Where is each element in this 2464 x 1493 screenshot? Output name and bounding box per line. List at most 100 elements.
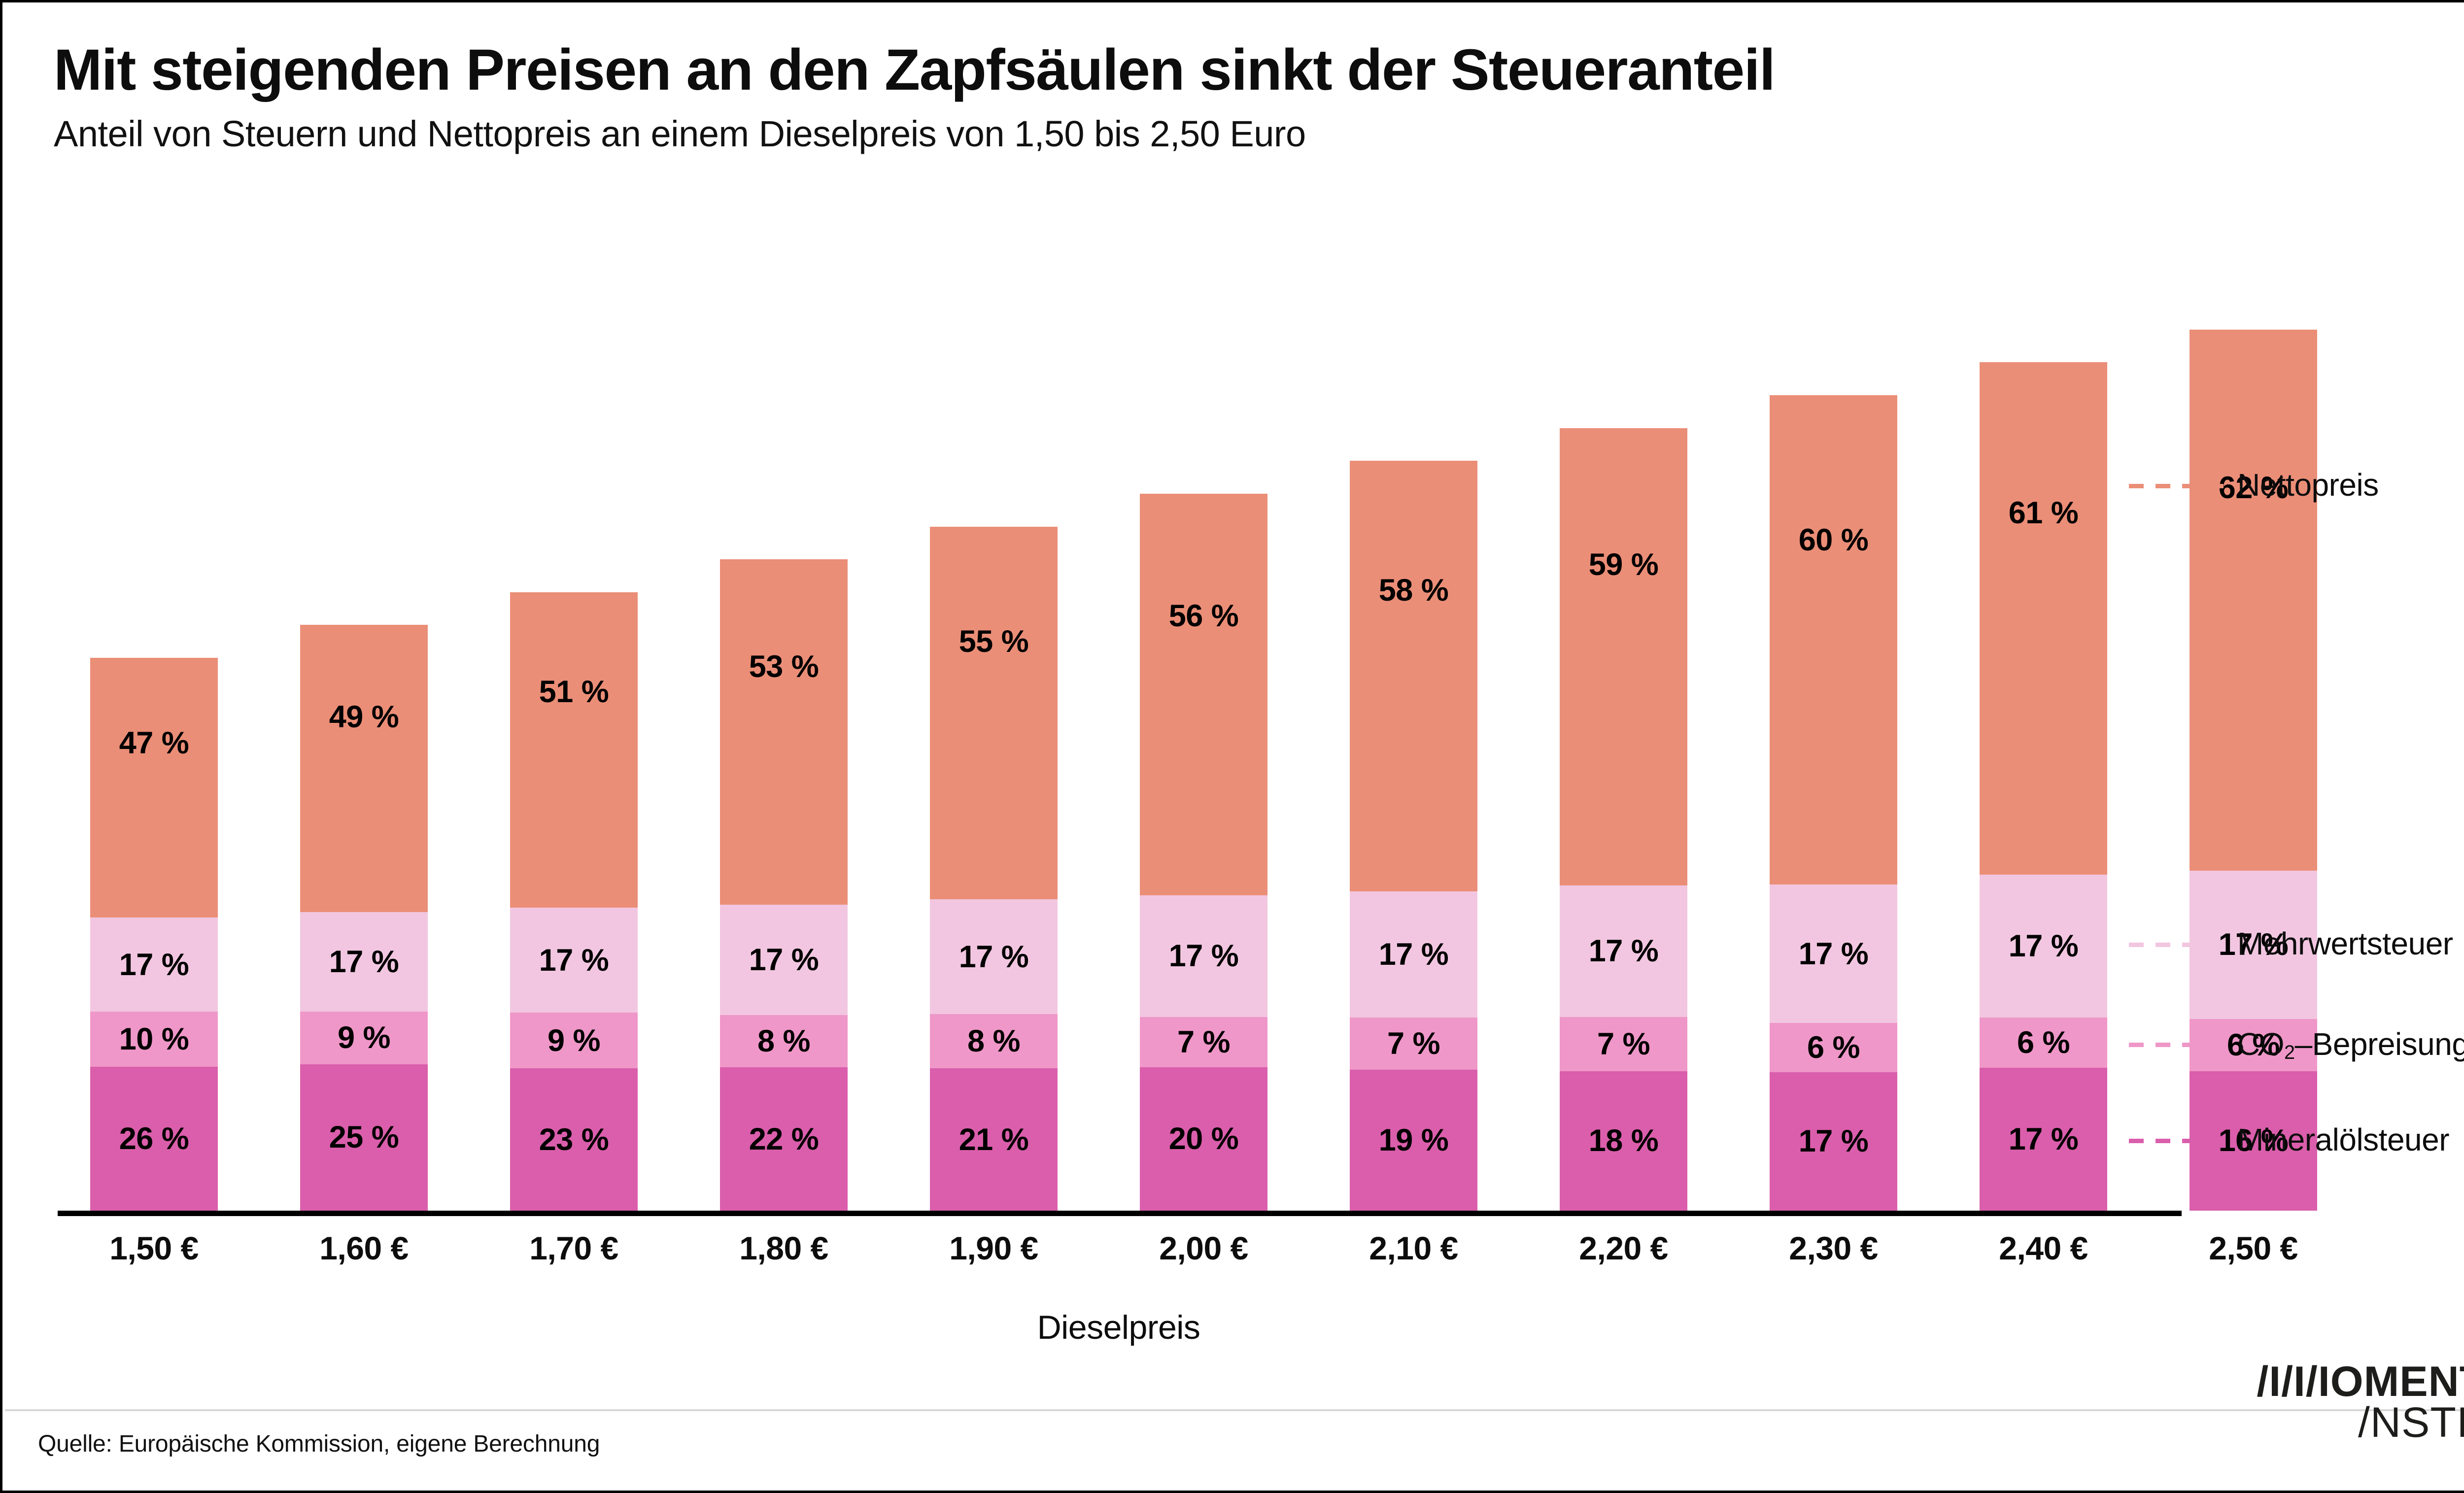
bar-9-label-co2-bepreisung: 6 %: [1807, 1030, 1860, 1065]
legend-label-mineraloelsteuer: Mineralölsteuer: [2237, 1122, 2450, 1158]
bar-4-segment-nettopreis: 53 %: [720, 559, 848, 905]
bar-2: 49 % 17 % 9 % 25 %: [300, 625, 428, 1211]
bar-5-segment-mehrwertsteuer: 17 %: [930, 899, 1058, 1015]
bar-6-segment-co2-bepreisung: 7 %: [1140, 1017, 1267, 1067]
footer-divider: [5, 1409, 2464, 1411]
bar-11-label-nettopreis: 62 %: [2218, 471, 2289, 506]
source-note: Quelle: Europäische Kommission, eigene B…: [38, 1431, 600, 1457]
x-axis-tick-4: 1,80 €: [739, 1230, 828, 1266]
bar-2-label-mehrwertsteuer: 17 %: [329, 944, 399, 979]
bar-9-segment-mehrwertsteuer: 17 %: [1770, 884, 1897, 1023]
bar-3-label-co2-bepreisung: 9 %: [547, 1023, 601, 1058]
bar-6-label-nettopreis: 56 %: [1168, 598, 1239, 633]
bar-3-segment-mehrwertsteuer: 17 %: [510, 908, 638, 1013]
bar-7-segment-mineraloelsteuer: 19 %: [1350, 1069, 1477, 1211]
bar-5-segment-mineraloelsteuer: 21 %: [930, 1068, 1058, 1211]
bar-6-label-co2-bepreisung: 7 %: [1177, 1025, 1231, 1060]
bar-6-label-mehrwertsteuer: 17 %: [1168, 939, 1239, 974]
bar-1-segment-mehrwertsteuer: 17 %: [90, 917, 218, 1012]
x-axis-tick-3: 1,70 €: [529, 1230, 618, 1266]
x-axis-tick-10: 2,40 €: [1999, 1230, 2088, 1266]
bar-11-segment-mehrwertsteuer: 17 %: [2190, 870, 2317, 1019]
bar-8-label-mehrwertsteuer: 17 %: [1588, 934, 1659, 969]
bar-5-label-co2-bepreisung: 8 %: [967, 1024, 1021, 1059]
bar-8-segment-mineraloelsteuer: 18 %: [1560, 1071, 1687, 1211]
bar-4-label-mehrwertsteuer: 17 %: [749, 943, 819, 978]
bar-5-label-mineraloelsteuer: 21 %: [958, 1122, 1029, 1157]
x-axis-title: Dieselpreis: [1037, 1309, 1200, 1346]
legend-label-mehrwertsteuer: Mehrwertsteuer: [2237, 926, 2453, 962]
legend-label-co2-bepreisung: CO2–Bepreisung: [2237, 1026, 2464, 1064]
bar-5-segment-co2-bepreisung: 8 %: [930, 1014, 1058, 1069]
bar-10-segment-co2-bepreisung: 6 %: [1980, 1017, 2107, 1068]
bar-8-label-co2-bepreisung: 7 %: [1597, 1026, 1650, 1061]
x-axis-tick-2: 1,60 €: [319, 1230, 409, 1266]
bar-7: 58 % 17 % 7 % 19 %: [1350, 461, 1477, 1211]
logo-line-momentum: /I/I/IOMENTUM: [2257, 1358, 2464, 1405]
bar-10-segment-nettopreis: 61 %: [1980, 362, 2107, 875]
bar-1: 47 % 17 % 10 % 26 %: [90, 658, 218, 1211]
bar-2-label-nettopreis: 49 %: [329, 700, 399, 735]
bar-4: 53 % 17 % 8 % 22 %: [720, 559, 848, 1211]
bar-1-segment-mineraloelsteuer: 26 %: [90, 1067, 218, 1211]
bar-3-label-nettopreis: 51 %: [539, 675, 609, 710]
bar-2-segment-nettopreis: 49 %: [300, 625, 428, 912]
bar-7-segment-nettopreis: 58 %: [1350, 461, 1477, 892]
bar-2-segment-mineraloelsteuer: 25 %: [300, 1064, 428, 1211]
bar-6: 56 % 17 % 7 % 20 %: [1140, 494, 1267, 1211]
bar-10-label-mineraloelsteuer: 17 %: [2008, 1122, 2079, 1157]
bar-10-label-co2-bepreisung: 6 %: [2017, 1025, 2070, 1060]
bar-3-segment-mineraloelsteuer: 23 %: [510, 1068, 638, 1211]
bar-6-segment-mineraloelsteuer: 20 %: [1140, 1067, 1267, 1211]
logo-line-institut: /NSTITUT: [2358, 1398, 2464, 1446]
bar-7-label-mehrwertsteuer: 17 %: [1378, 937, 1449, 972]
bar-11: 62 % 17 % 6 % 16 %: [2190, 330, 2317, 1211]
bar-6-label-mineraloelsteuer: 20 %: [1168, 1121, 1239, 1156]
bar-10-segment-mehrwertsteuer: 17 %: [1980, 875, 2107, 1018]
x-axis-tick-9: 2,30 €: [1789, 1230, 1878, 1266]
bar-7-segment-mehrwertsteuer: 17 %: [1350, 891, 1477, 1018]
bar-6-segment-mehrwertsteuer: 17 %: [1140, 895, 1267, 1018]
bar-7-segment-co2-bepreisung: 7 %: [1350, 1018, 1477, 1070]
bar-3: 51 % 17 % 9 % 23 %: [510, 592, 638, 1211]
bar-1-label-nettopreis: 47 %: [119, 726, 189, 761]
bar-10-segment-mineraloelsteuer: 17 %: [1980, 1068, 2107, 1211]
bar-11-segment-nettopreis: 62 %: [2190, 330, 2317, 871]
bar-1-label-mineraloelsteuer: 26 %: [119, 1121, 189, 1156]
bar-8-label-nettopreis: 59 %: [1588, 547, 1659, 582]
bar-3-label-mineraloelsteuer: 23 %: [539, 1122, 609, 1157]
bar-5-label-mehrwertsteuer: 17 %: [958, 939, 1029, 974]
bar-2-label-mineraloelsteuer: 25 %: [329, 1120, 399, 1155]
legend-dash-mehrwertsteuer: [2129, 942, 2226, 947]
bar-7-label-co2-bepreisung: 7 %: [1387, 1026, 1440, 1061]
bar-10-label-mehrwertsteuer: 17 %: [2008, 928, 2079, 963]
bar-9-segment-co2-bepreisung: 6 %: [1770, 1023, 1897, 1072]
bar-8-segment-co2-bepreisung: 7 %: [1560, 1017, 1687, 1071]
bar-9-segment-mineraloelsteuer: 17 %: [1770, 1072, 1897, 1211]
bar-9-segment-nettopreis: 60 %: [1770, 395, 1897, 884]
bar-3-segment-nettopreis: 51 %: [510, 592, 638, 908]
bar-4-segment-mineraloelsteuer: 22 %: [720, 1067, 848, 1211]
bar-4-label-mineraloelsteuer: 22 %: [749, 1121, 819, 1156]
x-axis-tick-5: 1,90 €: [949, 1230, 1038, 1266]
x-axis-baseline: [58, 1211, 2182, 1216]
bar-2-label-co2-bepreisung: 9 %: [337, 1020, 391, 1055]
bar-11-label-mineraloelsteuer: 16 %: [2218, 1123, 2289, 1158]
bar-7-label-mineraloelsteuer: 19 %: [1378, 1122, 1449, 1157]
bar-9-label-nettopreis: 60 %: [1798, 523, 1869, 558]
bar-1-label-mehrwertsteuer: 17 %: [119, 947, 189, 982]
page-title: Mit steigenden Preisen an den Zapfsäulen…: [54, 37, 1776, 102]
x-axis-tick-1: 1,50 €: [109, 1230, 199, 1266]
legend-dash-nettopreis: [2129, 483, 2226, 488]
bar-8-label-mineraloelsteuer: 18 %: [1588, 1123, 1659, 1158]
bar-2-segment-mehrwertsteuer: 17 %: [300, 912, 428, 1012]
x-axis-tick-6: 2,00 €: [1159, 1230, 1248, 1266]
bar-8-segment-nettopreis: 59 %: [1560, 428, 1687, 885]
x-axis-tick-11: 2,50 €: [2209, 1230, 2298, 1266]
bar-1-label-co2-bepreisung: 10 %: [119, 1022, 189, 1057]
page-subtitle: Anteil von Steuern und Nettopreis an ein…: [54, 113, 1306, 154]
bar-5-segment-nettopreis: 55 %: [930, 527, 1058, 899]
header: Mit steigenden Preisen an den Zapfsäulen…: [54, 41, 2464, 152]
bar-5: 55 % 17 % 8 % 21 %: [930, 527, 1058, 1211]
